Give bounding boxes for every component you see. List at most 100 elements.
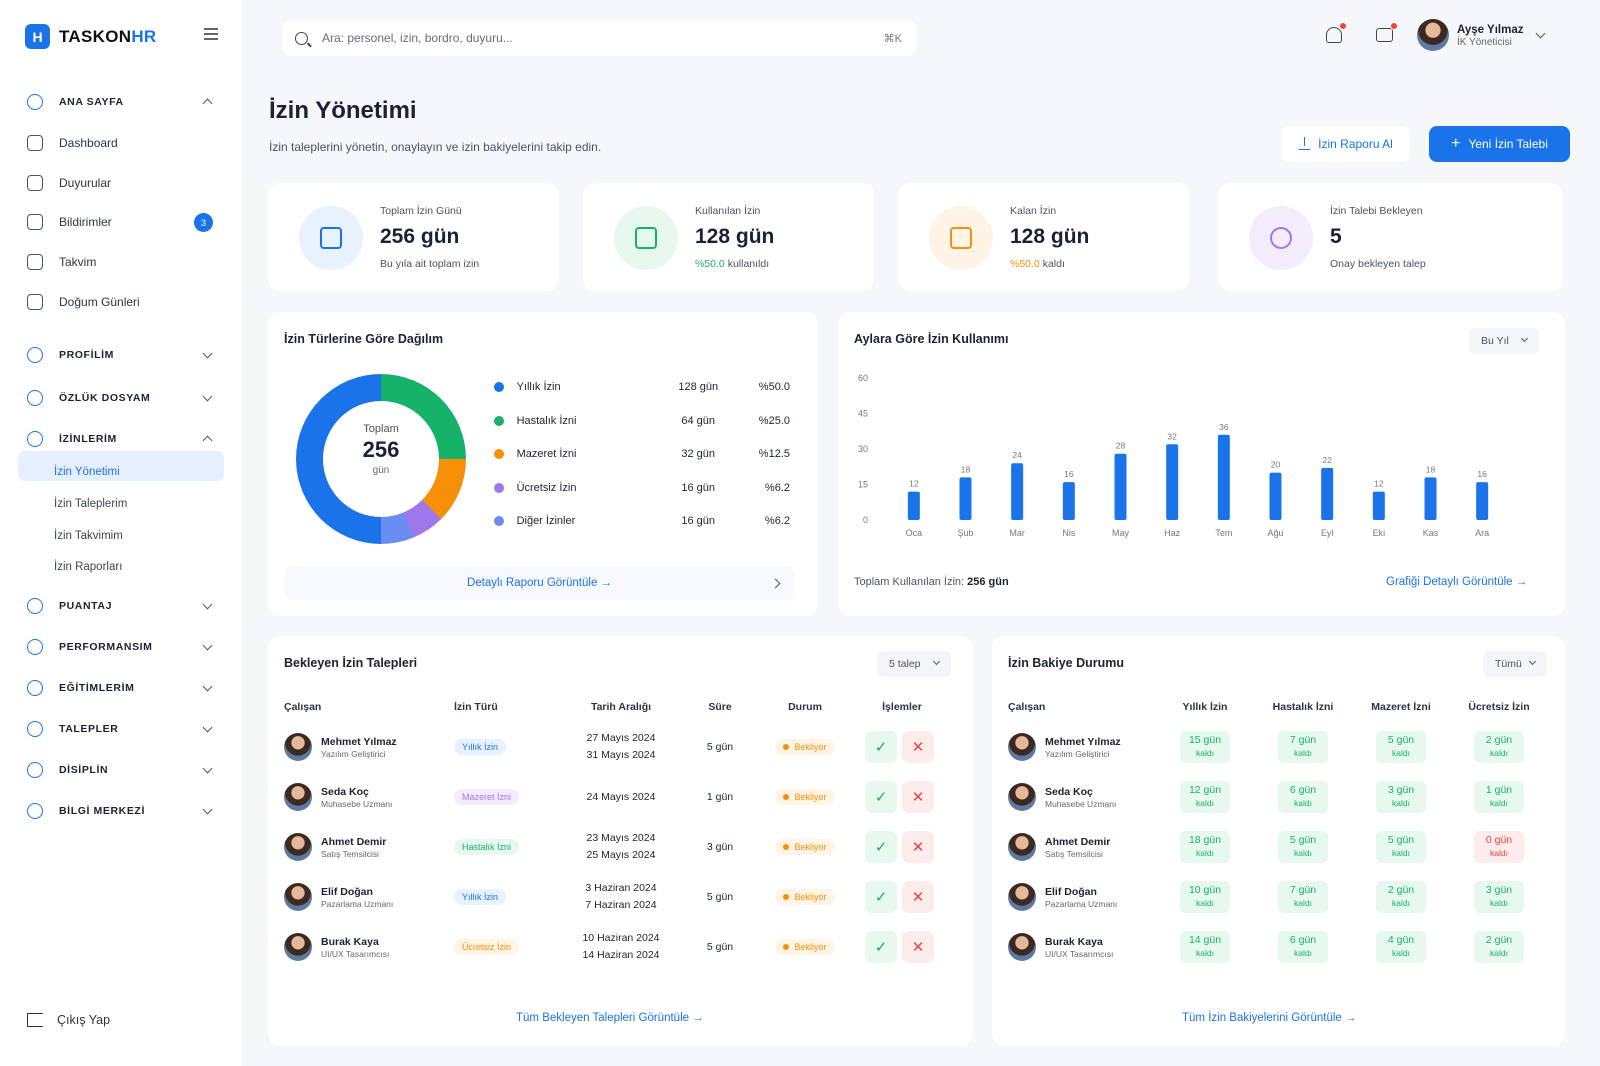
end-date: 7 Haziran 2024	[585, 899, 657, 911]
bar	[1372, 491, 1385, 520]
start-date: 23 Mayıs 2024	[586, 832, 656, 844]
sidebar-item-izin-raporlari[interactable]: İzin Raporları	[54, 561, 123, 573]
sidebar-item-dashboard[interactable]: Dashboard	[27, 133, 217, 153]
search-placeholder: Ara: personel, izin, bordro, duyuru...	[322, 31, 513, 45]
donut-center-value: 256	[362, 437, 400, 462]
avatar	[1417, 19, 1449, 51]
status-dot	[783, 744, 790, 750]
approve-button[interactable]: ✓	[865, 781, 897, 813]
chart-detail-link[interactable]: Grafiği Detaylı Görüntüle →	[1386, 576, 1528, 588]
gear-icon	[27, 762, 43, 778]
sidebar-section-performansim[interactable]: PERFORMANSIM	[27, 637, 217, 657]
approve-button[interactable]: ✓	[865, 881, 897, 913]
sidebar-section-bilgi-merkezi[interactable]: BİLGİ MERKEZİ	[27, 801, 217, 821]
reject-button[interactable]: ✕	[902, 731, 934, 763]
year-filter-dropdown[interactable]: Bu Yıl	[1469, 328, 1539, 354]
sidebar-item-izin-taleplerim[interactable]: İzin Taleplerim	[54, 498, 128, 510]
logo[interactable]: H TASKONHR	[25, 24, 156, 49]
reject-button[interactable]: ✕	[902, 781, 934, 813]
employee-cell: Elif Doğan Pazarlama Uzmanı	[284, 872, 454, 922]
card-title: İzin Bakiye Durumu	[1008, 656, 1124, 670]
logout-button[interactable]: Çıkış Yap	[27, 1013, 110, 1027]
balance-remaining-label: kaldı	[1294, 748, 1312, 758]
leave-report-button[interactable]: İzin Raporu Al	[1282, 126, 1410, 162]
employee-name: Ahmet Demir	[1045, 835, 1111, 848]
request-icon	[27, 721, 43, 737]
clipboard-check-icon	[635, 227, 657, 249]
menu-toggle-icon[interactable]	[204, 28, 218, 40]
reject-button[interactable]: ✕	[902, 881, 934, 913]
reject-button[interactable]: ✕	[902, 831, 934, 863]
start-date: 24 Mayıs 2024	[586, 790, 656, 803]
section-label: ÖZLÜK DOSYAM	[59, 392, 151, 404]
balance-remaining-label: kaldı	[1294, 848, 1312, 858]
bell-icon[interactable]	[1326, 22, 1347, 43]
employee-name: Burak Kaya	[321, 935, 379, 948]
y-tick-label: 0	[863, 515, 868, 525]
sidebar-section-egitimlerim[interactable]: EĞİTİMLERİM	[27, 678, 217, 698]
table-row: Burak Kaya UI/UX Tasarımcısı 14 gün kaldı 6 …	[1008, 922, 1548, 972]
approve-button[interactable]: ✓	[865, 931, 897, 963]
approve-button[interactable]: ✓	[865, 731, 897, 763]
message-icon[interactable]	[1376, 22, 1398, 42]
section-label: PUANTAJ	[59, 600, 113, 612]
detailed-report-link[interactable]: Detaylı Raporu Görüntüle →	[284, 566, 795, 600]
sidebar-section-ozluk-dosyam[interactable]: ÖZLÜK DOSYAM	[27, 388, 217, 408]
card-title: Aylara Göre İzin Kullanımı	[854, 332, 1009, 346]
sidebar-item-izin-yonetimi[interactable]: İzin Yönetimi	[54, 466, 120, 478]
avatar	[1008, 833, 1036, 861]
sidebar-item-takvim[interactable]: Takvim	[27, 252, 217, 272]
sidebar-section-puantaj[interactable]: PUANTAJ	[27, 596, 217, 616]
reject-button[interactable]: ✕	[902, 931, 934, 963]
card-title: Bekleyen İzin Talepleri	[284, 656, 418, 670]
clock-icon	[27, 598, 43, 614]
new-leave-request-button[interactable]: + Yeni İzin Talebi	[1429, 126, 1570, 162]
legend-days: 32 gün	[681, 448, 716, 460]
balance-cell: 2 gün kaldı	[1450, 922, 1548, 972]
balance-value: 4 gün	[1387, 934, 1415, 946]
legend-item: Yıllık İzin 128 gün %50.0	[494, 378, 790, 396]
column-header: Mazeret İzni	[1371, 701, 1431, 713]
balance-remaining-label: kaldı	[1490, 898, 1508, 908]
leave-type-badge: Ücretsiz İzin	[454, 939, 520, 955]
section-label: BİLGİ MERKEZİ	[59, 805, 145, 817]
balance-filter-value: Tümü	[1495, 658, 1522, 670]
status-badge: Bekliyor	[775, 839, 835, 855]
leave-type-cell: Yıllık İzin	[454, 722, 562, 772]
request-count-dropdown[interactable]: 5 talep	[877, 651, 951, 677]
search-input[interactable]: Ara: personel, izin, bordro, duyuru... ⌘…	[282, 20, 916, 56]
balance-filter-dropdown[interactable]: Tümü	[1483, 651, 1547, 677]
sidebar-section-profilim[interactable]: PROFİLİM	[27, 345, 217, 365]
sidebar-section-ana-sayfa[interactable]: ANA SAYFA	[27, 92, 217, 112]
legend-percent: %25.0	[758, 414, 790, 427]
sidebar-section-izinlerim[interactable]: İZİNLERİM	[27, 429, 217, 449]
user-role: İK Yöneticisi	[1457, 36, 1512, 48]
home-icon	[27, 94, 43, 110]
column-header: Çalışan	[1008, 701, 1046, 713]
employee-cell: Seda Koç Muhasebe Uzmanı	[1008, 772, 1156, 822]
sidebar-item-izin-takvimim[interactable]: İzin Takvimim	[54, 530, 123, 542]
all-pending-link[interactable]: Tüm Bekleyen Talepleri Görüntüle →	[516, 1012, 704, 1024]
x-tick-label: Eyl	[1321, 528, 1334, 538]
balance-remaining-label: kaldı	[1196, 748, 1214, 758]
sidebar-item-dogum-gunleri[interactable]: Doğum Günleri	[27, 292, 217, 312]
sidebar-item-duyurular[interactable]: Duyurular	[27, 173, 217, 193]
all-balances-link[interactable]: Tüm İzin Bakiyelerini Görüntüle →	[1182, 1012, 1357, 1024]
home-icon	[27, 135, 43, 151]
sidebar-section-disiplin[interactable]: DİSİPLİN	[27, 760, 217, 780]
stat-icon-bg	[929, 206, 993, 270]
user-icon	[1270, 227, 1292, 249]
legend-name: Yıllık İzin	[516, 381, 561, 393]
bar-value-label: 16	[1064, 469, 1074, 479]
sidebar-section-talepler[interactable]: TALEPLER	[27, 719, 217, 739]
column-header: Durum	[788, 701, 822, 713]
sidebar-item-bildirimler[interactable]: Bildirimler 3	[27, 212, 217, 232]
brand-name: TASKONHR	[59, 26, 157, 46]
balance-value: 1 gün	[1485, 784, 1513, 796]
employee-role: Satış Temsilcisi	[1045, 848, 1103, 859]
balance-cell: 7 gün kaldı	[1254, 722, 1352, 772]
approve-button[interactable]: ✓	[865, 831, 897, 863]
user-menu[interactable]: Ayşe Yılmaz İK Yöneticisi	[1417, 19, 1546, 51]
leave-type-cell: Yıllık İzin	[454, 872, 562, 922]
avatar	[1008, 783, 1036, 811]
